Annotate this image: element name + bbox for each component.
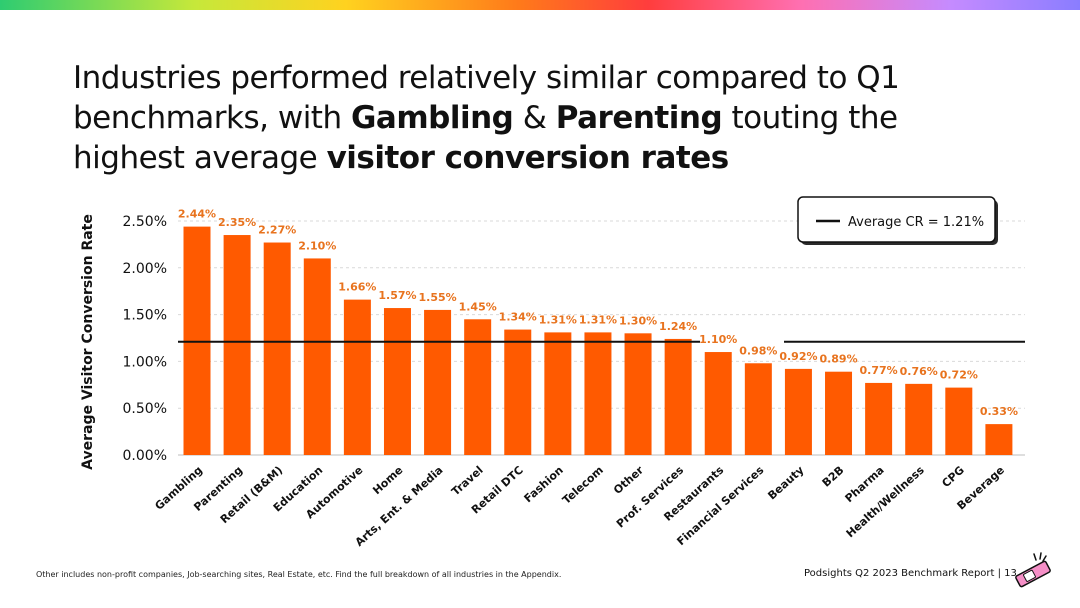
report-label: Podsights Q2 2023 Benchmark Report | 13 — [804, 568, 1017, 579]
title-text: & — [513, 100, 556, 136]
y-axis-label: Average Visitor Conversion Rate — [80, 214, 96, 470]
bar — [704, 352, 732, 455]
data-label: 1.45% — [459, 300, 497, 313]
category-label: Fashion — [522, 464, 566, 506]
bar — [825, 371, 853, 455]
category-label: Prof. Services — [614, 463, 687, 530]
data-label: 0.33% — [980, 405, 1018, 418]
y-tick-label: 2.50% — [123, 214, 167, 230]
bar — [784, 368, 812, 455]
data-label: 1.66% — [338, 281, 376, 294]
data-label: 0.77% — [860, 364, 898, 377]
category-label: Travel — [449, 464, 486, 499]
data-label: 2.35% — [218, 216, 256, 229]
data-label: 1.30% — [619, 314, 657, 327]
category-label: B2B — [820, 464, 847, 490]
data-label: 1.55% — [418, 291, 456, 304]
category-label: Beauty — [765, 464, 806, 503]
y-tick-label: 0.00% — [123, 448, 167, 464]
data-label: 1.10% — [699, 333, 737, 346]
bar — [664, 338, 692, 455]
bar — [945, 387, 973, 455]
bar — [343, 299, 371, 455]
data-label: 0.92% — [779, 350, 817, 363]
data-label: 1.24% — [659, 320, 697, 333]
data-label: 1.57% — [378, 289, 416, 302]
title-bold-parenting: Parenting — [555, 100, 723, 136]
title-bold-conversion: visitor conversion rates — [326, 140, 730, 176]
podsights-logo — [1015, 552, 1051, 588]
legend-box — [797, 196, 996, 243]
category-label: Telecom — [560, 464, 606, 507]
data-label: 0.72% — [940, 369, 978, 382]
data-label: 2.44% — [178, 208, 216, 221]
data-label: 1.31% — [579, 313, 617, 326]
y-tick-label: 2.00% — [123, 261, 167, 277]
page-title: Industries performed relatively similar … — [73, 58, 973, 178]
category-label: CPG — [939, 464, 966, 491]
bar — [504, 329, 532, 455]
bar — [584, 332, 612, 455]
data-label: 2.10% — [298, 239, 336, 252]
category-label: Health/Wellness — [844, 463, 927, 540]
bar — [744, 363, 772, 455]
bar — [985, 424, 1013, 455]
legend-label: Average CR = 1.21% — [848, 215, 984, 230]
y-tick-label: 1.00% — [123, 354, 167, 370]
bar — [624, 333, 652, 455]
data-label: 0.76% — [900, 365, 938, 378]
title-bold-gambling: Gambling — [350, 100, 514, 136]
category-label: Other — [611, 463, 646, 497]
footnote: Other includes non-profit companies, Job… — [36, 570, 562, 579]
bar — [865, 382, 893, 455]
y-tick-label: 0.50% — [123, 401, 167, 417]
category-label: Home — [370, 464, 405, 498]
bar — [223, 235, 251, 455]
bar — [263, 242, 291, 455]
bar — [464, 319, 492, 455]
bar — [424, 309, 452, 455]
data-label: 0.89% — [819, 353, 857, 366]
data-label: 1.31% — [539, 313, 577, 326]
data-label: 2.27% — [258, 224, 296, 237]
bar — [383, 308, 411, 455]
bar — [905, 383, 933, 455]
data-label: 1.34% — [499, 311, 537, 324]
title-text: touting the highest average — [73, 100, 898, 176]
y-tick-label: 1.50% — [123, 308, 167, 324]
bar — [303, 258, 331, 455]
bar — [544, 332, 572, 455]
data-label: 0.98% — [739, 344, 777, 357]
rainbow-gradient-bar — [0, 0, 1080, 10]
title-text: Industries performed relatively similar … — [73, 60, 900, 136]
